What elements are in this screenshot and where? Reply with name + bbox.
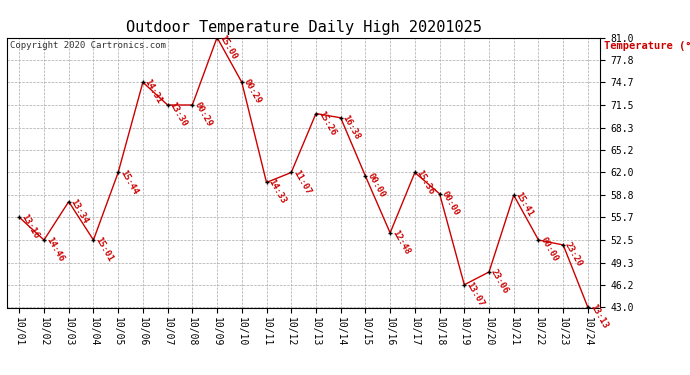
Point: [384, 230, 395, 236]
Text: 13:13: 13:13: [588, 303, 609, 331]
Text: 15:44: 15:44: [118, 168, 139, 196]
Point: [137, 79, 148, 85]
Text: 00:29: 00:29: [193, 100, 214, 128]
Point: [212, 34, 223, 40]
Text: 14:31: 14:31: [143, 78, 164, 105]
Point: [39, 237, 50, 243]
Text: 23:06: 23:06: [489, 267, 511, 295]
Point: [484, 269, 495, 275]
Point: [509, 192, 520, 198]
Text: 15:36: 15:36: [415, 168, 436, 196]
Text: 12:48: 12:48: [390, 228, 411, 256]
Point: [360, 173, 371, 179]
Point: [459, 282, 470, 288]
Point: [63, 199, 75, 205]
Point: [434, 191, 445, 197]
Point: [409, 170, 420, 176]
Text: 13:30: 13:30: [168, 100, 189, 128]
Point: [112, 170, 124, 176]
Point: [187, 102, 198, 108]
Point: [162, 102, 173, 108]
Text: 13:34: 13:34: [69, 197, 90, 225]
Text: 13:07: 13:07: [464, 280, 486, 308]
Point: [261, 180, 272, 186]
Text: 15:41: 15:41: [514, 191, 535, 219]
Point: [558, 242, 569, 248]
Text: 16:38: 16:38: [341, 113, 362, 141]
Point: [533, 237, 544, 243]
Text: 11:07: 11:07: [291, 168, 313, 196]
Text: 14:33: 14:33: [266, 178, 288, 206]
Text: 23:20: 23:20: [563, 240, 584, 268]
Text: 15:01: 15:01: [93, 236, 115, 263]
Point: [310, 111, 322, 117]
Point: [335, 115, 346, 121]
Title: Outdoor Temperature Daily High 20201025: Outdoor Temperature Daily High 20201025: [126, 20, 482, 35]
Point: [582, 304, 593, 310]
Text: 00:00: 00:00: [538, 236, 560, 263]
Point: [286, 170, 297, 176]
Text: 00:00: 00:00: [440, 189, 461, 217]
Text: 15:00: 15:00: [217, 33, 238, 61]
Text: Temperature (°F): Temperature (°F): [604, 41, 690, 51]
Text: 14:46: 14:46: [44, 236, 66, 263]
Text: 00:00: 00:00: [366, 171, 386, 200]
Point: [88, 237, 99, 243]
Text: 00:29: 00:29: [241, 78, 263, 105]
Point: [14, 214, 25, 220]
Text: Copyright 2020 Cartronics.com: Copyright 2020 Cartronics.com: [10, 41, 166, 50]
Point: [236, 79, 247, 85]
Text: 13:16: 13:16: [19, 213, 41, 240]
Text: 15:26: 15:26: [316, 109, 337, 137]
